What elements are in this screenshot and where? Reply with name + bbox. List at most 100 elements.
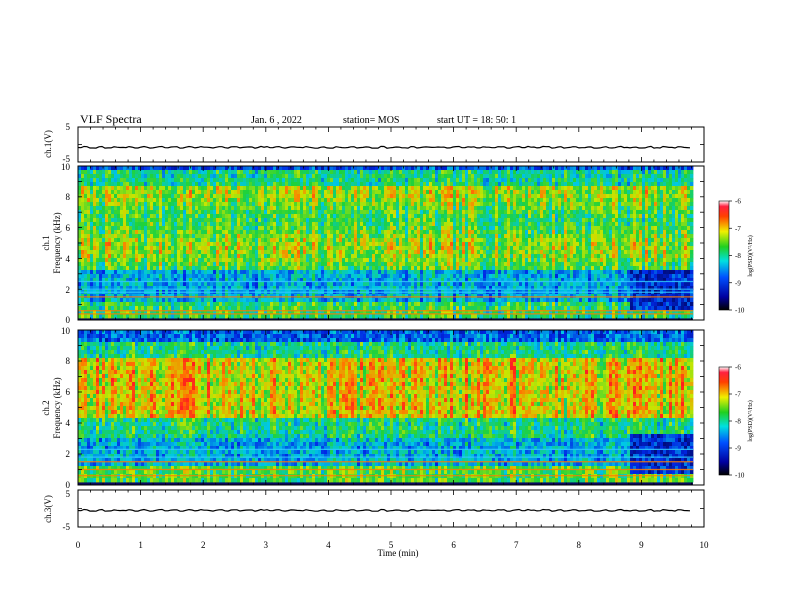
spectrogram-cell [177, 302, 181, 307]
spectrogram-cell [357, 218, 361, 223]
spectrogram-cell [84, 206, 88, 211]
spectrogram-cell [333, 262, 337, 267]
spectrogram-cell [282, 250, 286, 255]
spectrogram-cell [408, 166, 412, 171]
spectrogram-cell [255, 266, 259, 271]
spectrogram-cell [300, 178, 304, 183]
spectrogram-cell [366, 310, 370, 315]
spectrogram-cell [285, 286, 289, 291]
spectrogram-cell [261, 226, 265, 231]
spectrogram-cell [321, 302, 325, 307]
spectrogram-cell [339, 178, 343, 183]
spectrogram-cell [300, 214, 304, 219]
spectrogram-cell [123, 170, 127, 175]
spectrogram-cell [324, 258, 328, 263]
spectrogram-cell [462, 182, 466, 187]
spectrogram-cell [210, 282, 214, 287]
spectrogram-cell [438, 238, 442, 243]
spectrogram-cell [354, 242, 358, 247]
spectrogram-cell [222, 190, 226, 195]
spectrogram-cell [366, 218, 370, 223]
spectrogram-cell [129, 282, 133, 287]
spectrogram-cell [399, 226, 403, 231]
spectrogram-cell [306, 314, 310, 319]
spectrogram-cell [204, 250, 208, 255]
spectrogram-cell [180, 202, 184, 207]
spectrogram-cell [411, 226, 415, 231]
spectrogram-cell [423, 194, 427, 199]
spectrogram-cell [309, 298, 313, 303]
spectrogram-cell [132, 314, 136, 319]
spectrogram-cell [207, 314, 211, 319]
spectrogram-cell [339, 302, 343, 307]
spectrogram-cell [387, 182, 391, 187]
spectrogram-cell [126, 234, 130, 239]
spectrogram-cell [252, 214, 256, 219]
spectrogram-cell [198, 166, 202, 171]
spectrogram-cell [300, 310, 304, 315]
spectrogram-cell [384, 178, 388, 183]
spectrogram-cell [240, 286, 244, 291]
spectrogram-cell [279, 202, 283, 207]
spectrogram-cell [399, 310, 403, 315]
spectrogram-cell [126, 238, 130, 243]
spectrogram-cell [78, 294, 82, 299]
spectrogram-cell [204, 270, 208, 275]
spectrogram-cell [333, 198, 337, 203]
spectrogram-cell [288, 222, 292, 227]
spectrogram-cell [276, 246, 280, 251]
spectrogram-cell [459, 186, 463, 191]
spectrogram-cell [258, 170, 262, 175]
spectrogram-cell [90, 174, 94, 179]
spectrogram-cell [372, 166, 376, 171]
spectrogram-cell [252, 274, 256, 279]
spectrogram-cell [207, 218, 211, 223]
spectrogram-cell [162, 218, 166, 223]
spectrogram-cell [297, 314, 301, 319]
spectrogram-cell [348, 198, 352, 203]
spectrogram-cell [189, 186, 193, 191]
spectrogram-cell [267, 222, 271, 227]
spectrogram-cell [399, 206, 403, 211]
spectrogram-cell [90, 262, 94, 267]
spectrogram-cell [405, 282, 409, 287]
spectrogram-cell [435, 202, 439, 207]
spectrogram-cell [360, 274, 364, 279]
spectrogram-cell [327, 246, 331, 251]
spectrogram-cell [156, 174, 160, 179]
spectrogram-cell [324, 166, 328, 171]
spectrogram-cell [201, 314, 205, 319]
spectrogram-cell [120, 190, 124, 195]
spectrogram-cell [429, 246, 433, 251]
spectrogram-cell [135, 298, 139, 303]
spectrogram-cell [180, 214, 184, 219]
spectrogram-cell [111, 250, 115, 255]
spectrogram-cell [174, 222, 178, 227]
spectrogram-cell [408, 262, 412, 267]
spectrogram-cell [333, 266, 337, 271]
spectrogram-cell [111, 206, 115, 211]
spectrogram-cell [366, 186, 370, 191]
spectrogram-cell [243, 226, 247, 231]
spectrogram-cell [108, 214, 112, 219]
spectrogram-cell [213, 222, 217, 227]
spectrogram-cell [183, 286, 187, 291]
spectrogram-cell [375, 190, 379, 195]
spectrogram-cell [312, 170, 316, 175]
spectrogram-cell [390, 194, 394, 199]
spectrogram-cell [147, 270, 151, 275]
spectrogram-cell [159, 222, 163, 227]
spectrogram-cell [159, 234, 163, 239]
spectrogram-cell [108, 206, 112, 211]
spectrogram-cell [141, 166, 145, 171]
spectrogram-cell [330, 250, 334, 255]
spectrogram-cell [459, 198, 463, 203]
spectrogram-cell [444, 226, 448, 231]
spectrogram-cell [390, 278, 394, 283]
spectrogram-cell [153, 294, 157, 299]
spectrogram-cell [165, 194, 169, 199]
spectrogram-cell [261, 274, 265, 279]
spectrogram-cell [318, 250, 322, 255]
spectrogram-cell [444, 170, 448, 175]
spectrogram-cell [255, 254, 259, 259]
